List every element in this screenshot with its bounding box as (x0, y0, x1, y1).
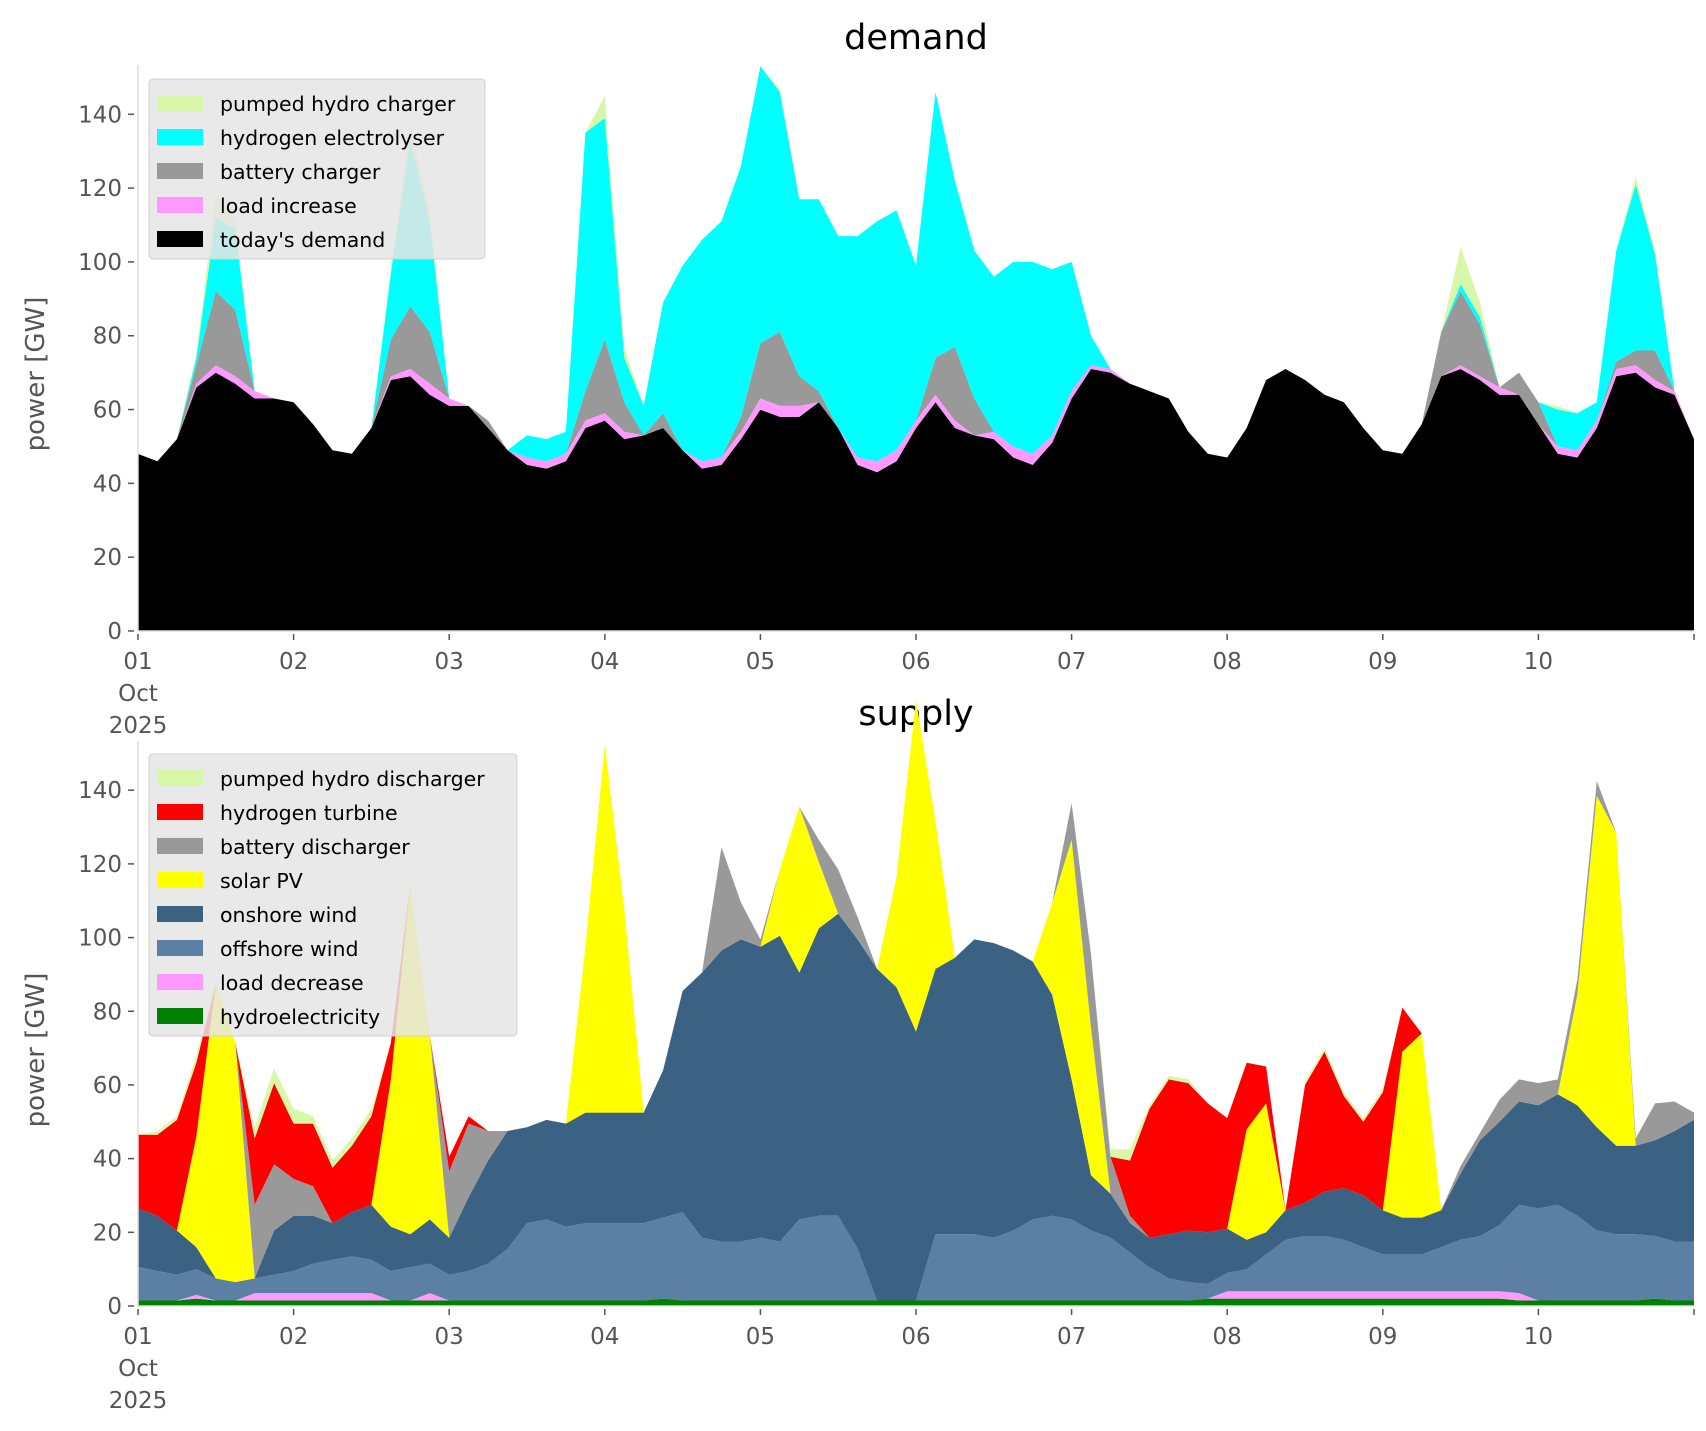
area-pumped-hydro-discharger (138, 699, 1694, 1211)
legend-swatch-load-increase (157, 197, 203, 213)
legend-label-load-decrease: load decrease (220, 971, 364, 995)
legend-label-hydrogen-electrolyser: hydrogen electrolyser (220, 126, 445, 150)
supply-legend: pumped hydro discharger hydrogen turbine b… (148, 753, 518, 1037)
x-tick-label: 04 (590, 1324, 619, 1350)
y-tick-label: 120 (78, 852, 122, 878)
area-hydrogen-electrolyser (138, 66, 1694, 462)
y-tick-label: 40 (93, 1147, 122, 1173)
y-tick-label: 100 (78, 926, 122, 952)
legend-swatch-pumped-hydro-discharger (157, 770, 203, 786)
y-tick-label: 60 (93, 398, 122, 424)
x-tick-label: 01 (123, 649, 152, 675)
legend-swatch-hydroelectricity (157, 1008, 203, 1024)
y-tick-label: 20 (93, 545, 122, 571)
area-hydrogen-turbine (138, 699, 1694, 1238)
x-tick-label: 03 (435, 649, 464, 675)
x-tick-label: 09 (1368, 1324, 1397, 1350)
x-tick-label: 04 (590, 649, 619, 675)
legend-label-load-increase: load increase (220, 194, 357, 218)
x-tick-label: 10 (1524, 1324, 1553, 1350)
demand-areas (138, 66, 1694, 631)
x-tick-label: 01 (123, 1324, 152, 1350)
legend-swatch-today-s-demand (157, 231, 203, 247)
x-tick-label: 06 (901, 1324, 930, 1350)
area-today-s-demand (138, 369, 1694, 631)
legend-label-solar-pv: solar PV (220, 869, 303, 893)
area-offshore-wind (138, 1204, 1694, 1301)
x-tick-label: 2025 (109, 1388, 168, 1414)
legend-label-onshore-wind: onshore wind (220, 903, 357, 927)
area-hydroelectricity (138, 1298, 1694, 1306)
supply-areas (138, 699, 1694, 1306)
y-tick-label: 80 (93, 324, 122, 350)
demand-panel: demand power [GW] 02040608010012014001Oc… (21, 18, 1695, 739)
x-tick-label: 02 (279, 649, 308, 675)
x-tick-label: 06 (901, 649, 930, 675)
x-tick-label: 07 (1057, 649, 1086, 675)
legend-swatch-onshore-wind (157, 906, 203, 922)
x-tick-label: 03 (435, 1324, 464, 1350)
y-tick-label: 0 (107, 1294, 122, 1320)
y-tick-label: 140 (78, 102, 122, 128)
x-tick-label: 05 (746, 1324, 775, 1350)
demand-legend: pumped hydro charger hydrogen electrolyse… (148, 78, 486, 260)
legend-swatch-offshore-wind (157, 940, 203, 956)
legend-box (148, 753, 518, 1037)
demand-axes: 0 20 40 60 80 100 120 140 01 Oct 2025 02 03 04 05 06 07 0… (78, 65, 1695, 739)
x-tick-label: Oct (118, 1356, 158, 1382)
x-tick-label: 10 (1524, 649, 1553, 675)
legend-label-pumped-hydro-discharger: pumped hydro discharger (220, 767, 485, 791)
y-tick-label: 0 (107, 619, 122, 645)
legend-label-hydrogen-turbine: hydrogen turbine (220, 801, 398, 825)
y-tick-label: 20 (93, 1220, 122, 1246)
legend-label-battery-discharger: battery discharger (220, 835, 410, 859)
supply-panel: supply power [GW] 02040608010012014001Oc… (21, 694, 1695, 1414)
legend-swatch-hydrogen-turbine (157, 804, 203, 820)
area-onshore-wind (138, 913, 1694, 1301)
legend-label-battery-charger: battery charger (220, 160, 381, 184)
x-tick-label: 05 (746, 649, 775, 675)
y-tick-label: 60 (93, 1073, 122, 1099)
y-tick-label: 120 (78, 176, 122, 202)
x-tick-label: 08 (1213, 649, 1242, 675)
legend-swatch-solar-pv (157, 872, 203, 888)
y-tick-label: 140 (78, 778, 122, 804)
demand-y-axis-label: power [GW] (21, 297, 51, 452)
y-tick-label: 100 (78, 250, 122, 276)
legend-swatch-load-decrease (157, 974, 203, 990)
y-tick-label: 80 (93, 999, 122, 1025)
y-tick-label: 40 (93, 471, 122, 497)
x-tick-label: 02 (279, 1324, 308, 1350)
legend-box (148, 78, 486, 260)
supply-axes: 0 20 40 60 80 100 120 140 01 Oct 2025 02 03 04 05 06 07 0… (78, 741, 1695, 1414)
legend-label-hydroelectricity: hydroelectricity (220, 1005, 380, 1029)
area-load-decrease (138, 1291, 1694, 1301)
legend-swatch-pumped-hydro-charger (157, 95, 203, 111)
area-solar-pv (138, 699, 1694, 1283)
supply-y-axis-label: power [GW] (21, 973, 51, 1128)
x-tick-label: 08 (1213, 1324, 1242, 1350)
legend-label-pumped-hydro-charger: pumped hydro charger (220, 92, 456, 116)
legend-swatch-battery-discharger (157, 838, 203, 854)
x-tick-label: 2025 (109, 713, 168, 739)
x-tick-label: 09 (1368, 649, 1397, 675)
demand-title: demand (844, 18, 988, 58)
legend-label-offshore-wind: offshore wind (220, 937, 358, 961)
x-tick-label: Oct (118, 681, 158, 707)
x-tick-label: 07 (1057, 1324, 1086, 1350)
legend-label-today-s-demand: today's demand (220, 228, 385, 252)
legend-swatch-hydrogen-electrolyser (157, 129, 203, 145)
legend-swatch-battery-charger (157, 163, 203, 179)
